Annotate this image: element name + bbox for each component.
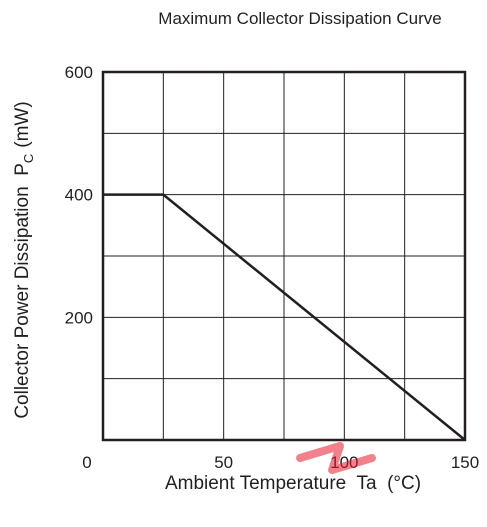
- y-tick-label: 400: [65, 186, 93, 205]
- x-tick-labels: 0 50 100 150: [82, 453, 479, 472]
- y-axis-label-subscript: C: [21, 154, 36, 163]
- watermark: [296, 442, 376, 474]
- y-tick-labels: 200 400 600: [65, 63, 93, 327]
- derating-curve: [103, 193, 466, 441]
- chart-title: Maximum Collector Dissipation Curve: [158, 9, 441, 28]
- y-axis-label-main: Collector Power Dissipation P: [12, 163, 33, 419]
- grid: [103, 72, 465, 440]
- y-tick-label: 200: [65, 308, 93, 327]
- y-tick-label: 600: [65, 63, 93, 82]
- y-axis-label: Collector Power Dissipation PC (mW): [12, 101, 36, 418]
- x-tick-label: 0: [82, 453, 91, 472]
- y-axis-label-unit: (mW): [12, 101, 33, 147]
- plot-frame: [101, 70, 467, 442]
- x-tick-label: 50: [214, 453, 233, 472]
- series-layer: [103, 193, 466, 441]
- x-axis-label: Ambient Temperature Ta (°C): [165, 473, 421, 494]
- x-tick-label: 150: [451, 453, 479, 472]
